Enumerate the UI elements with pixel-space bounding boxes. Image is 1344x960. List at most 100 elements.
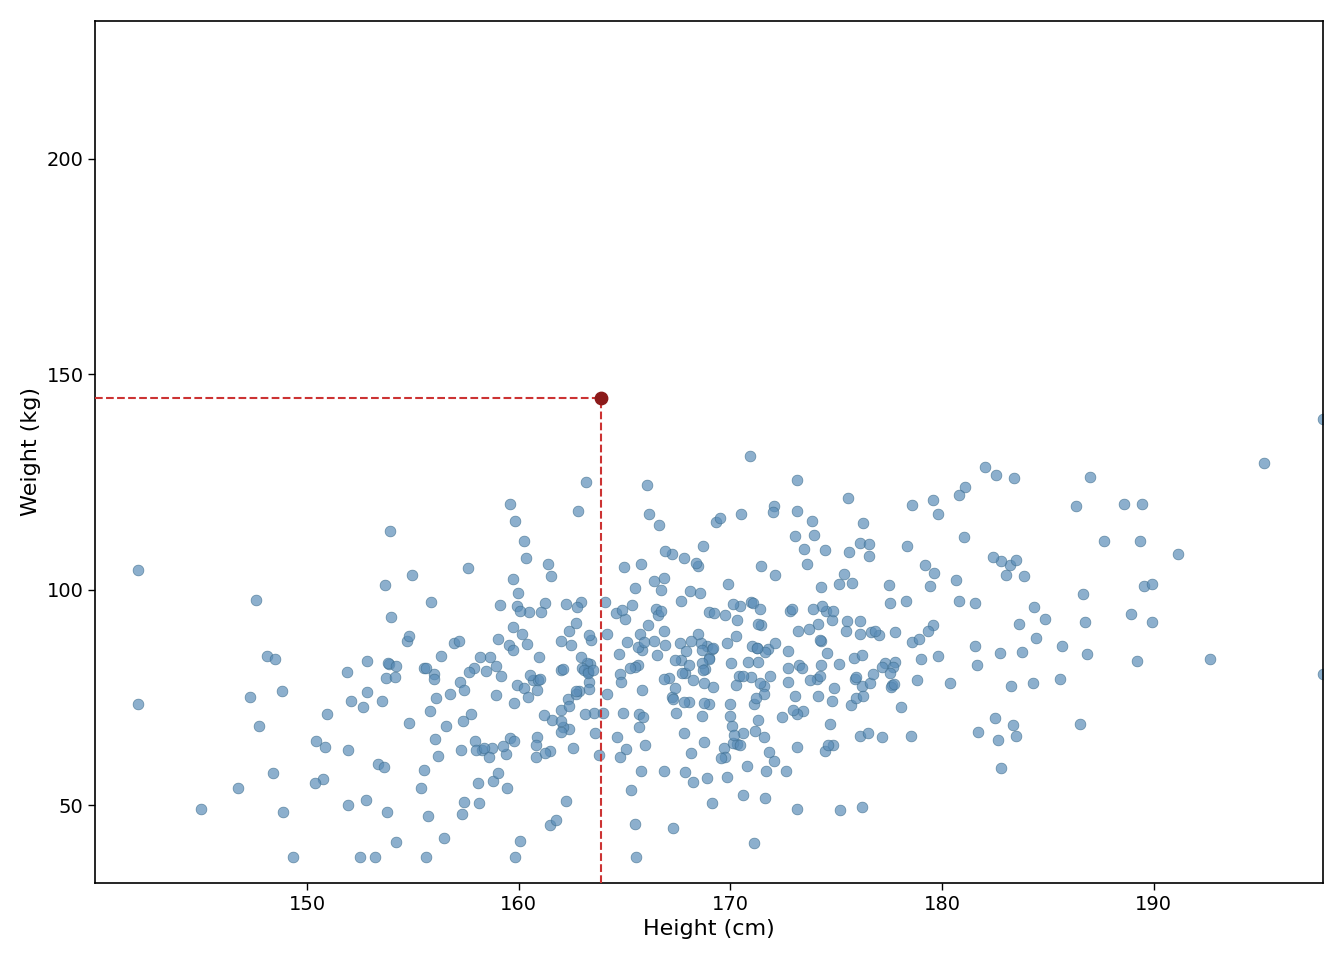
Point	[376, 804, 398, 820]
Point	[1012, 644, 1034, 660]
Point	[550, 634, 571, 649]
Point	[857, 726, 879, 741]
Point	[817, 737, 839, 753]
Point	[727, 612, 749, 628]
Point	[852, 688, 874, 704]
Point	[672, 665, 694, 681]
Point	[1073, 587, 1094, 602]
Point	[612, 603, 633, 618]
Point	[852, 516, 874, 531]
Point	[504, 850, 526, 865]
Point	[421, 594, 442, 610]
Point	[692, 708, 714, 724]
Point	[692, 662, 714, 678]
Point	[1312, 666, 1333, 682]
Point	[414, 660, 435, 676]
Point	[741, 637, 762, 653]
Point	[1021, 676, 1043, 691]
Point	[665, 706, 687, 721]
Point	[1114, 496, 1136, 512]
Point	[689, 636, 711, 651]
Point	[710, 751, 731, 766]
Point	[673, 550, 695, 565]
Point	[337, 742, 359, 757]
Point	[458, 561, 480, 576]
Point	[895, 593, 917, 609]
Point	[902, 497, 923, 513]
Point	[614, 612, 636, 627]
Point	[609, 750, 630, 765]
Point	[500, 730, 521, 745]
Point	[946, 572, 968, 588]
Point	[802, 601, 824, 616]
Point	[982, 549, 1004, 564]
Point	[710, 511, 731, 526]
Point	[785, 688, 806, 704]
Point	[780, 603, 801, 618]
Point	[837, 491, 859, 506]
Point	[722, 718, 743, 733]
Point	[687, 626, 708, 641]
Point	[775, 763, 797, 779]
Point	[507, 599, 528, 614]
Point	[747, 713, 769, 729]
Point	[759, 669, 781, 684]
Point	[435, 718, 457, 733]
Point	[512, 626, 534, 641]
Point	[595, 686, 617, 702]
Point	[988, 732, 1009, 748]
Point	[423, 671, 445, 686]
Point	[625, 850, 646, 865]
Point	[638, 506, 660, 521]
Point	[578, 628, 599, 643]
Point	[644, 573, 665, 588]
Point	[649, 582, 671, 597]
Point	[376, 671, 398, 686]
Point	[716, 636, 738, 651]
Y-axis label: Weight (kg): Weight (kg)	[22, 387, 40, 516]
Point	[694, 734, 715, 750]
Point	[417, 808, 438, 824]
Point	[500, 496, 521, 512]
Point	[575, 656, 597, 671]
Point	[778, 674, 800, 689]
Point	[872, 729, 894, 744]
Point	[875, 656, 896, 671]
Point	[566, 615, 587, 631]
Point	[633, 635, 655, 650]
Point	[746, 690, 767, 706]
Point	[778, 643, 800, 659]
Point	[702, 641, 723, 657]
Point	[616, 741, 637, 756]
Point	[753, 730, 774, 745]
Point	[974, 459, 996, 474]
Point	[884, 625, 906, 640]
Point	[754, 791, 775, 806]
Point	[840, 697, 862, 712]
Point	[492, 738, 513, 754]
Point	[703, 605, 724, 620]
Point	[509, 604, 531, 619]
Point	[890, 699, 911, 714]
Point	[694, 696, 715, 711]
Point	[487, 631, 508, 646]
Point	[679, 658, 700, 673]
Point	[513, 681, 535, 696]
Point	[954, 529, 976, 544]
Point	[728, 598, 750, 613]
Point	[765, 636, 786, 651]
Point	[806, 672, 828, 687]
Point	[401, 567, 422, 583]
Point	[478, 750, 500, 765]
Point	[918, 623, 939, 638]
Point	[605, 606, 626, 621]
Point	[948, 488, 969, 503]
Point	[551, 724, 573, 739]
Point	[305, 732, 327, 748]
Point	[907, 632, 929, 647]
Point	[589, 748, 610, 763]
Point	[806, 616, 828, 632]
Point	[753, 686, 774, 702]
Point	[489, 597, 511, 612]
Point	[249, 718, 270, 733]
